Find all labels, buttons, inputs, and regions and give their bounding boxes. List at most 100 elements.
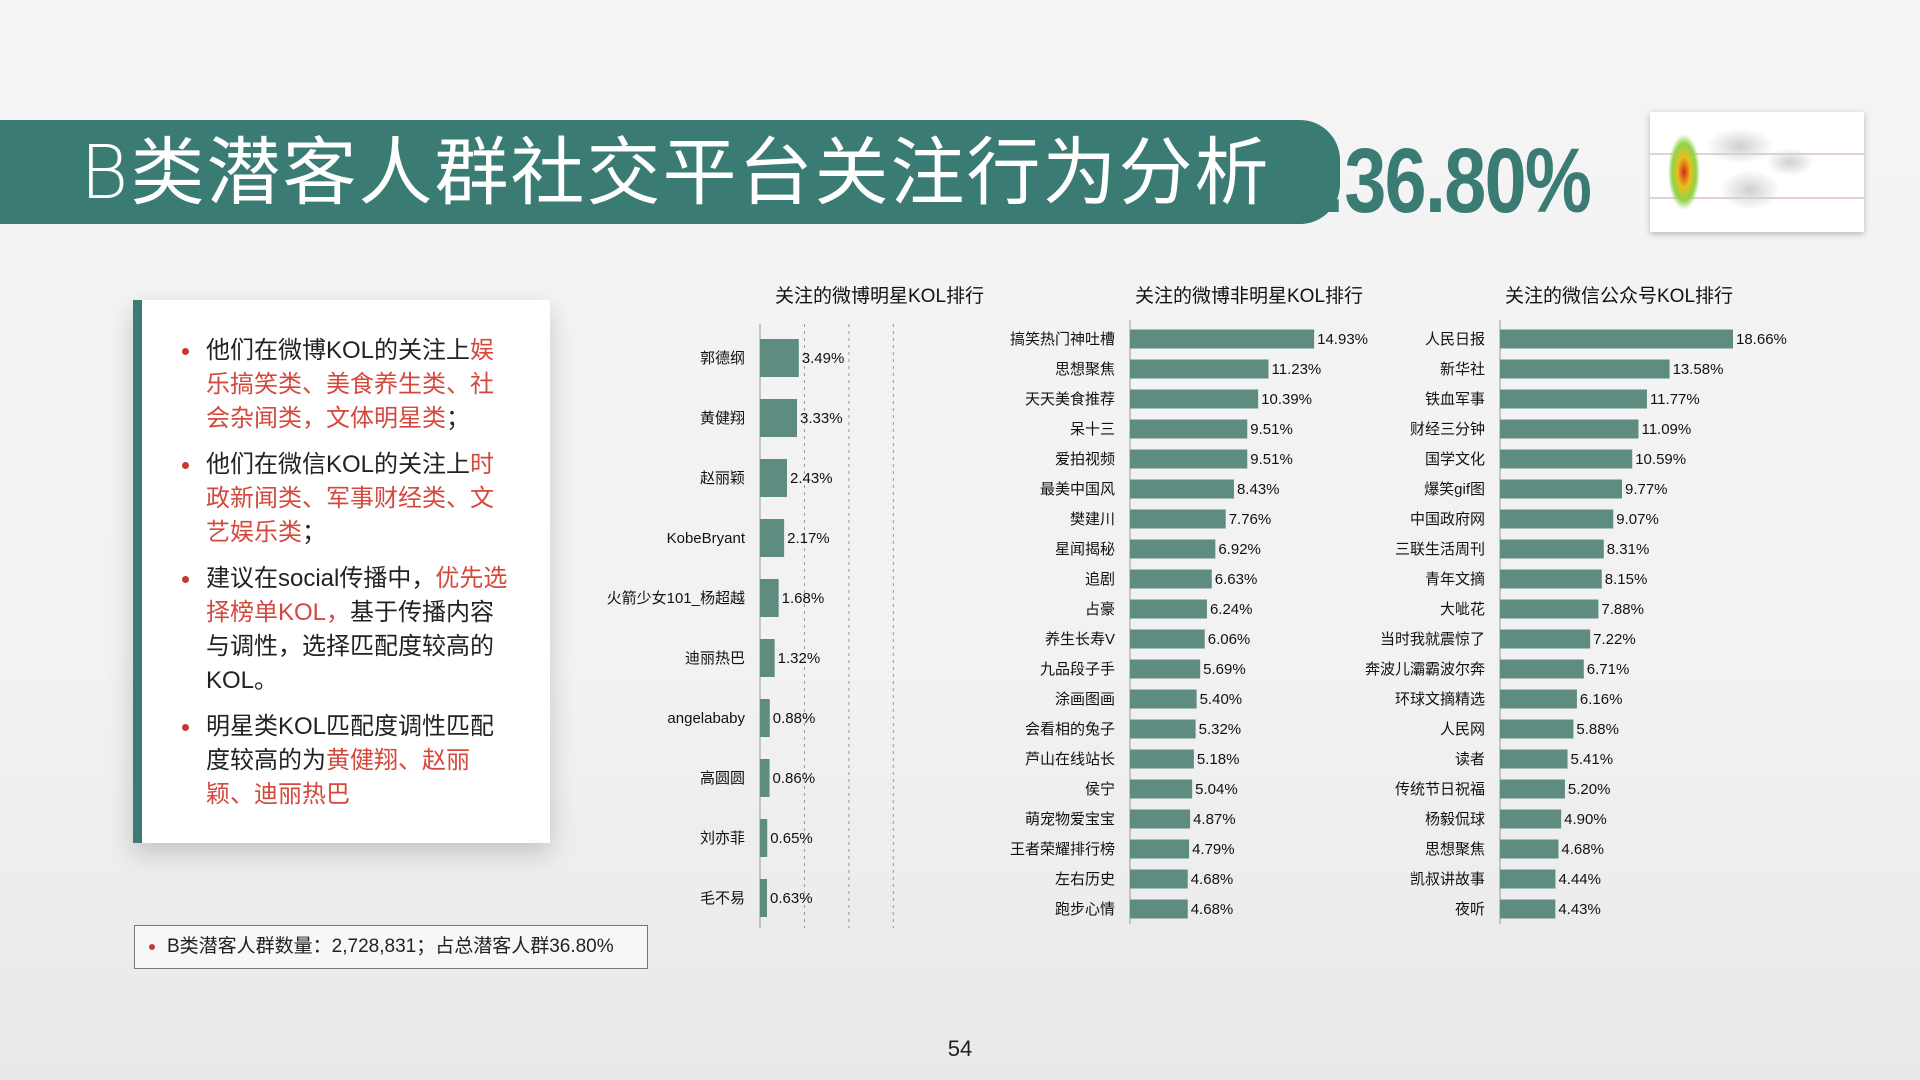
data-label: 9.51% [1250,451,1293,468]
bar [1500,389,1647,409]
category-label: 传统节日祝福 [1395,781,1485,798]
data-label: 0.88% [773,710,816,727]
category-label: 思想聚焦 [1425,841,1485,858]
chart-wechat: 人民日报 18.66% 新华社 13.58% 铁血军事 11.77% 财经三分钟 11.09%… [1365,320,1787,924]
bar [1130,539,1216,559]
data-label: 8.43% [1237,481,1280,498]
data-label: 5.69% [1203,661,1246,678]
bar [1130,659,1201,679]
bar [1130,749,1194,769]
bar [1130,719,1196,739]
category-label: 星闻揭秘 [1055,541,1115,558]
data-label: 6.92% [1218,541,1261,558]
category-label: 萌宠物爱宝宝 [1025,811,1115,828]
bar [1500,659,1584,679]
data-label: 13.58% [1673,361,1724,378]
category-label: 爱拍视频 [1055,451,1115,468]
bar [1500,749,1568,769]
bar [1500,839,1559,859]
data-label: 1.32% [778,650,821,667]
category-label: 奔波儿灞霸波尔奔 [1365,661,1485,678]
category-label: 青年文摘 [1425,570,1485,588]
data-label: 9.07% [1616,511,1659,528]
data-label: 3.49% [802,350,845,367]
bar [760,459,787,497]
category-label: 大呲花 [1440,601,1485,618]
data-label: 14.93% [1317,331,1368,348]
category-label: 迪丽热巴 [685,650,745,667]
category-label: 新华社 [1440,361,1485,378]
title-band [0,120,1340,224]
data-label: 8.15% [1605,571,1648,588]
insight-item: 他们在微信KOL的关注上时政新闻类、军事财经类、文艺娱乐类； [182,448,514,550]
category-label: 高圆圆 [700,770,745,787]
category-label: 杨毅侃球 [1425,811,1485,828]
category-label: 最美中国风 [1040,481,1115,498]
data-label: 6.06% [1208,631,1251,648]
category-label: 占豪 [1085,600,1115,618]
data-label: 4.68% [1561,841,1604,858]
data-label: 2.17% [787,530,830,547]
bar [1500,449,1633,469]
category-label: 环球文摘精选 [1395,690,1485,708]
heatmap-image [1650,128,1864,210]
category-label: angelababy [667,710,745,727]
heatmap-thumbnail [1650,112,1864,232]
bar [1500,779,1565,799]
bar [760,579,779,617]
bar [1130,479,1234,499]
category-label: 黄健翔 [700,410,745,427]
data-label: 5.40% [1200,691,1243,708]
data-label: 4.87% [1193,811,1236,828]
data-label: 0.86% [773,770,816,787]
insight-item: 建议在social传播中，优先选择榜单KOL，基于传播内容与调性，选择匹配度较高… [182,562,514,698]
bar [760,519,785,557]
data-label: 5.41% [1571,751,1614,768]
data-label: 9.51% [1250,421,1293,438]
bar [1130,599,1207,619]
data-label: 3.33% [800,410,843,427]
bar [1500,509,1614,529]
highlight-text: 时政新闻类、军事财经类、文艺娱乐类 [206,451,495,546]
category-label: 凯叔讲故事 [1410,871,1485,888]
data-label: 5.18% [1197,751,1240,768]
bar [1130,779,1193,799]
data-label: 7.88% [1601,601,1644,618]
category-label: 人民日报 [1425,331,1485,348]
data-label: 11.23% [1272,361,1322,378]
bar [1130,809,1191,829]
category-label: 天天美食推荐 [1025,391,1115,408]
category-label: 樊建川 [1070,511,1115,528]
bar [1500,569,1602,589]
category-label: 思想聚焦 [1055,361,1115,378]
data-label: 11.09% [1641,421,1691,438]
data-label: 7.76% [1229,511,1272,528]
category-label: 财经三分钟 [1410,421,1485,438]
bar [760,699,770,737]
category-label: 爆笑gif图 [1424,481,1485,498]
insight-list: 他们在微博KOL的关注上娱乐搞笑类、美食养生类、社会杂闻类，文体明星类； 他们在… [142,300,550,812]
data-label: 10.39% [1261,391,1312,408]
bar [1130,509,1226,529]
bar [1130,689,1197,709]
data-label: 6.16% [1580,691,1623,708]
chart-title-weibo-star: 关注的微博明星KOL排行 [775,286,985,307]
category-label: 赵丽颖 [700,470,745,487]
data-label: 5.04% [1195,781,1238,798]
bar [1130,839,1190,859]
bar [760,819,768,857]
bar [1130,389,1259,409]
bar [1130,869,1188,889]
bar [760,879,767,917]
category-label: 涂画图画 [1055,691,1115,708]
data-label: 4.90% [1564,811,1607,828]
category-label: 郭德纲 [700,349,745,367]
highlight-text: 优先选择榜单KOL， [206,565,508,626]
bar [1130,629,1205,649]
bar [1130,899,1188,919]
category-label: 刘亦菲 [700,830,745,847]
ratio-figure: B:36.80% [1268,130,1592,232]
bar [1500,899,1556,919]
bar [1130,419,1248,439]
data-label: 5.20% [1568,781,1611,798]
